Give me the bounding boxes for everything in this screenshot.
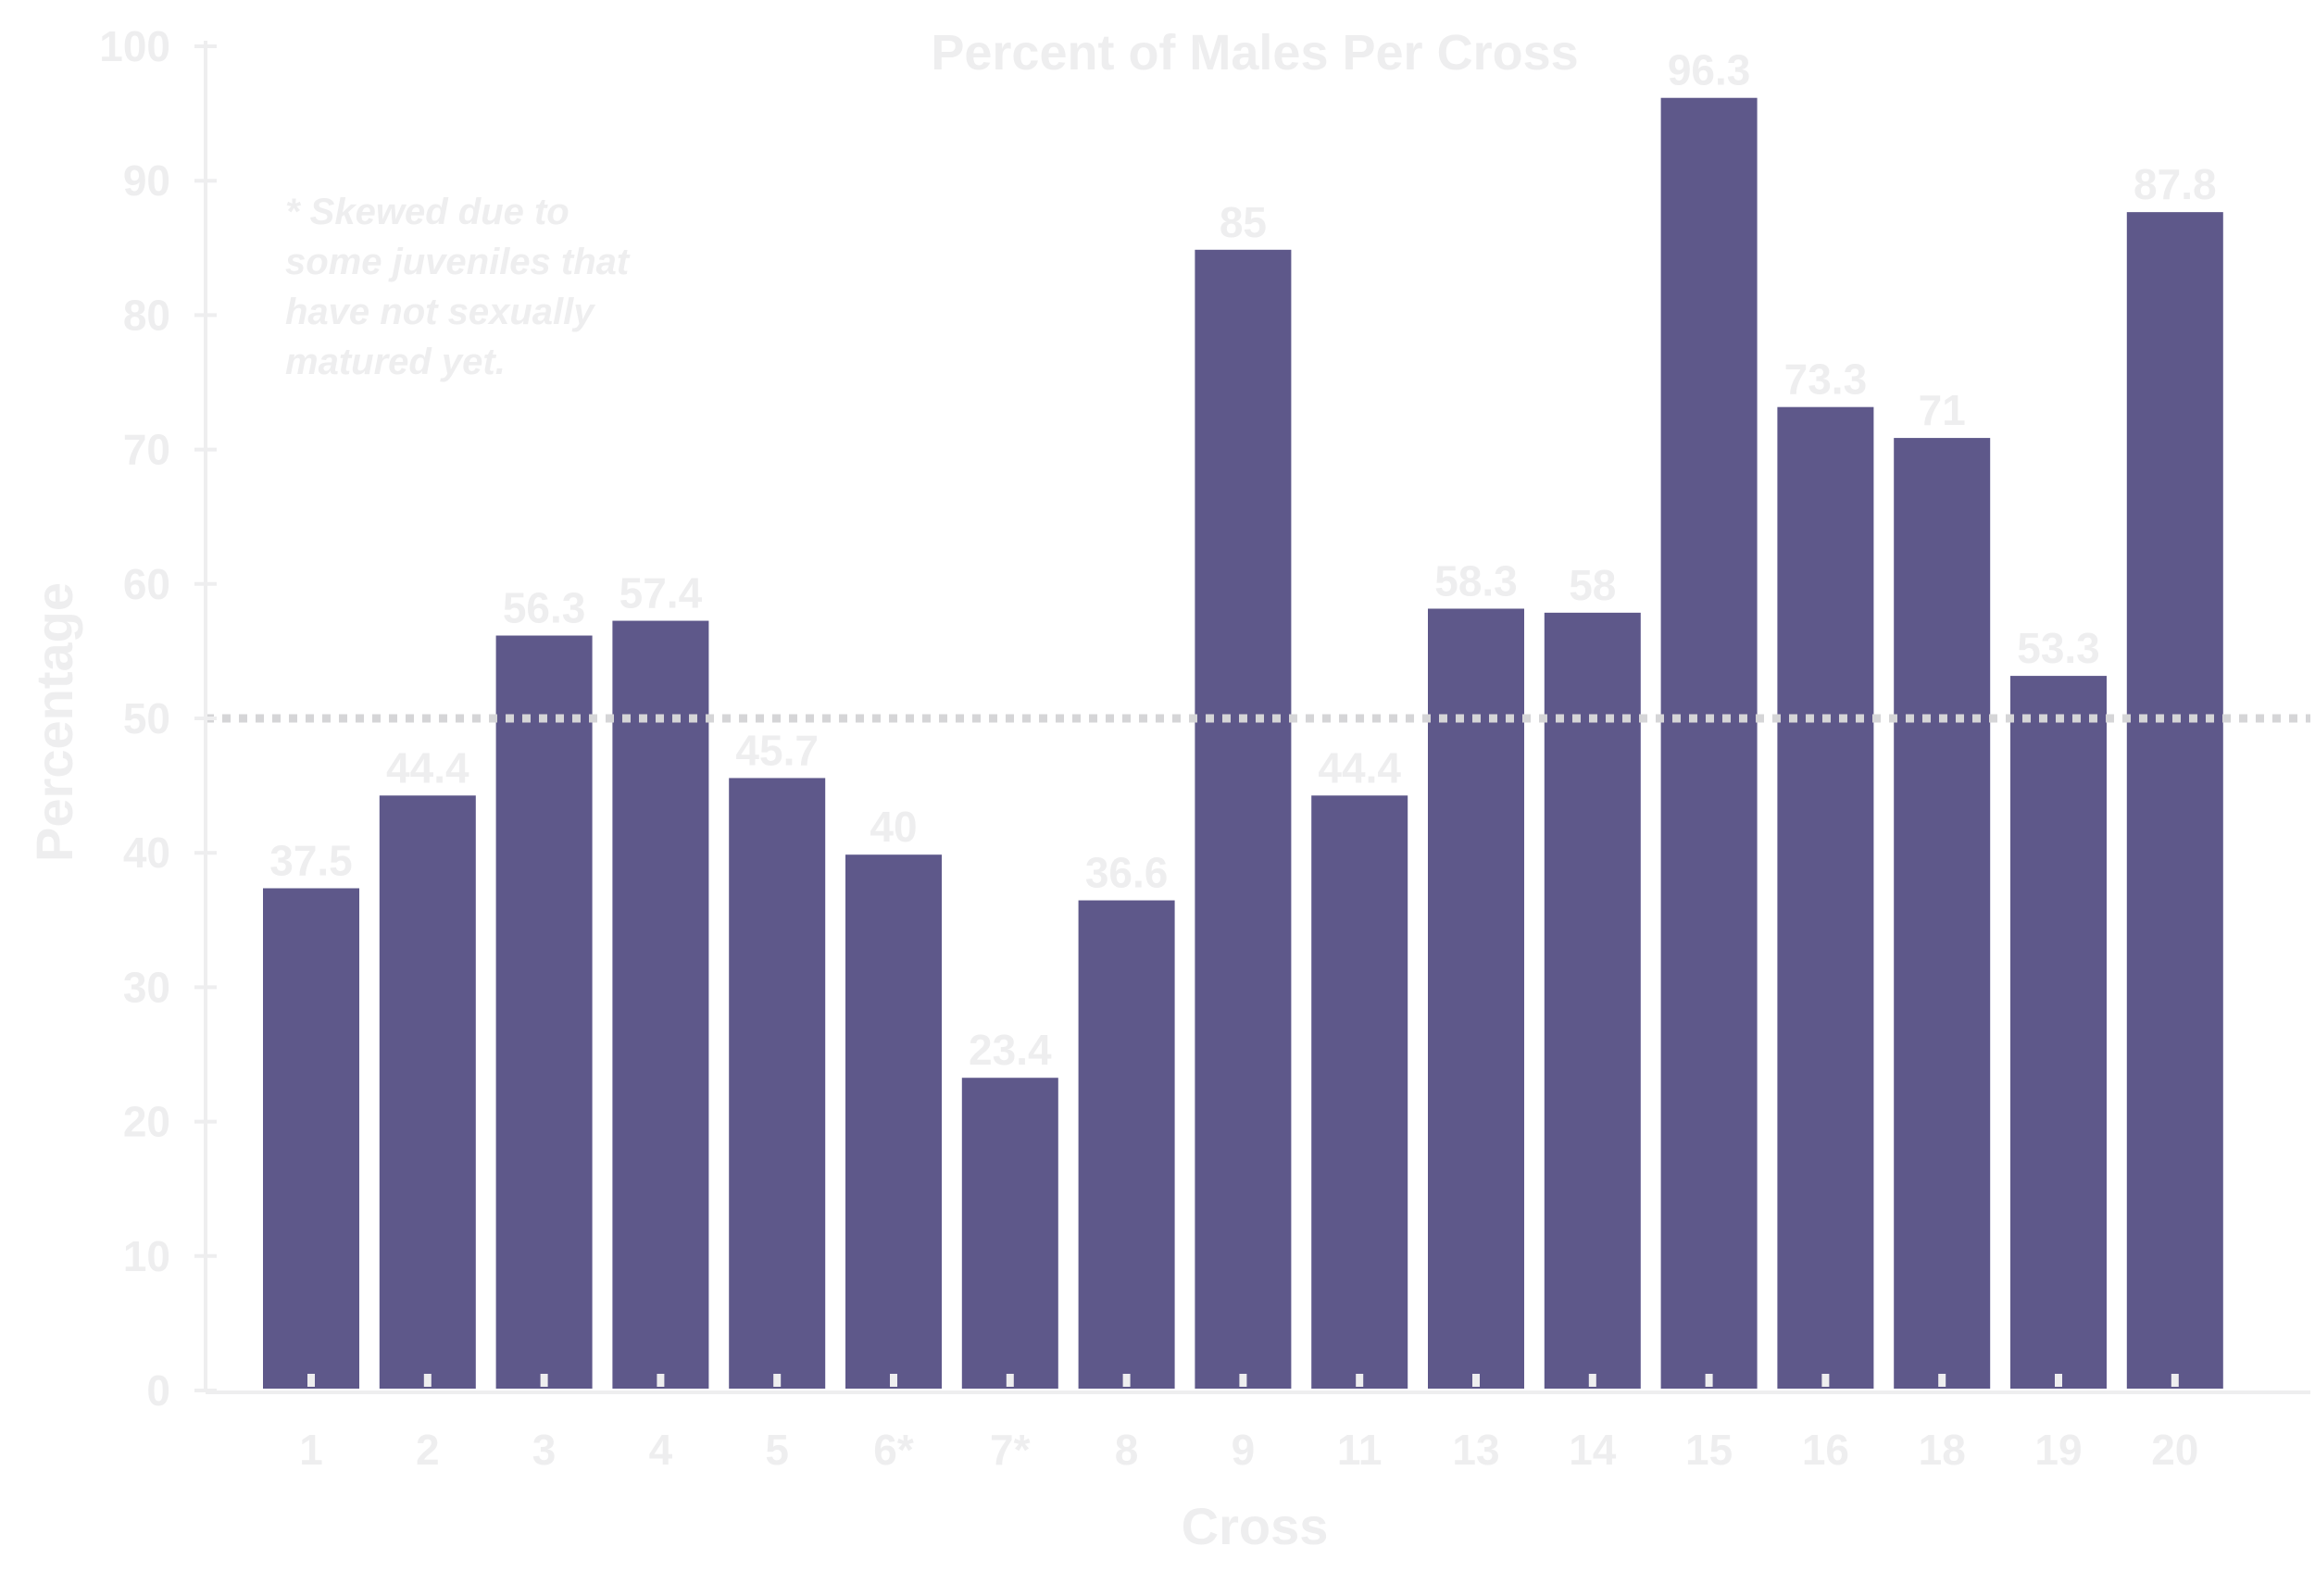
x-tick-label: 2 (416, 1426, 440, 1474)
data-label: 71 (1919, 386, 1966, 434)
x-tick-label: 20 (2151, 1426, 2198, 1474)
x-tick-label: 13 (1452, 1426, 1499, 1474)
chart-text-layer: Percent of Males Per Cross Cross Percent… (25, 25, 1579, 1555)
data-label: 57.4 (619, 569, 703, 617)
data-label: 37.5 (269, 837, 353, 885)
y-tick-label: 30 (123, 963, 170, 1011)
y-tick-label: 20 (123, 1098, 170, 1146)
data-label: 85 (1220, 198, 1267, 246)
x-tick-label: 11 (1337, 1426, 1383, 1474)
y-tick-label: 80 (123, 291, 170, 339)
x-tick-label: 7* (990, 1426, 1031, 1474)
x-tick-label: 5 (765, 1426, 789, 1474)
bar-cross-7-star (957, 1074, 1062, 1393)
bar-base-tick (1239, 1374, 1247, 1387)
bar-cross-6-star (842, 851, 945, 1392)
bar-base-tick (773, 1374, 782, 1387)
bar-base-tick (657, 1374, 665, 1387)
bar-base-tick (1356, 1374, 1364, 1387)
bar-base-tick (1938, 1374, 1946, 1387)
data-label: 40 (870, 803, 917, 851)
bar-cross-14 (1540, 608, 1645, 1392)
bar-base-tick (2171, 1374, 2179, 1387)
x-tick-label: 1 (299, 1426, 323, 1474)
bar-cross-1 (259, 884, 363, 1392)
y-tick-label: 60 (123, 560, 170, 608)
bar-base-tick (307, 1374, 315, 1387)
bar-cross-8 (1074, 896, 1179, 1392)
y-tick-label: 10 (123, 1232, 170, 1280)
data-label: 58 (1569, 561, 1616, 609)
y-tick-label: 40 (123, 829, 170, 877)
y-tick-label: 0 (146, 1366, 170, 1415)
bar-cross-18 (1890, 434, 1995, 1393)
data-label: 73.3 (1784, 355, 1868, 404)
bar-cross-19 (2007, 672, 2110, 1392)
data-label: 44.4 (386, 743, 469, 792)
data-label: 56.3 (503, 584, 586, 632)
bar-cross-9 (1191, 245, 1295, 1392)
data-label: 23.4 (969, 1026, 1052, 1074)
x-tick-label: 15 (1685, 1426, 1733, 1474)
bars-layer (259, 94, 2227, 1393)
bar-cross-15 (1657, 94, 1761, 1392)
bar-base-tick (423, 1374, 432, 1387)
x-axis-title: Cross (1182, 1497, 1329, 1555)
data-labels-layer: 37.5 44.4 56.3 57.4 45.7 40 23.4 36.6 85 44.4 58.3… (269, 46, 2216, 1075)
bar-cross-3 (492, 631, 596, 1392)
x-tick-label: 6* (873, 1426, 914, 1474)
annotation-line-3: have not sexually (285, 292, 595, 332)
bar-base-tick (540, 1374, 548, 1387)
bar-base-tick (890, 1374, 897, 1387)
bar-base-tick (1472, 1374, 1480, 1387)
data-label: 96.3 (1668, 46, 1751, 94)
x-tick-label: 9 (1232, 1426, 1256, 1474)
bar-base-tick (1006, 1374, 1014, 1387)
bar-cross-2 (375, 792, 480, 1392)
bar-cross-13 (1424, 605, 1528, 1392)
x-tick-label: 3 (532, 1426, 557, 1474)
data-label: 53.3 (2017, 624, 2100, 672)
annotation-line-1: * Skewed due to (285, 192, 569, 232)
bar-base-tick (1588, 1374, 1596, 1387)
x-tick-label: 8 (1115, 1426, 1139, 1474)
annotation-line-4: matured yet. (285, 342, 506, 382)
chart-title: Percent of Males Per Cross (931, 25, 1578, 81)
axis-layer: 1 2 3 4 5 6* 7* 8 9 11 13 14 15 16 18 19 20 0 10 20 30 40 50 60… (99, 22, 2310, 1474)
annotation-note: * Skewed due to some juveniles that have… (285, 192, 639, 382)
x-tick-label: 18 (1919, 1426, 1966, 1474)
x-tick-label: 4 (649, 1426, 673, 1474)
y-tick-label: 90 (123, 156, 170, 205)
data-label: 87.8 (2134, 160, 2217, 208)
y-axis-title: Percentage (25, 582, 83, 862)
bar-cross-20 (2122, 208, 2227, 1392)
annotation-line-2: some juveniles that (285, 242, 631, 282)
bar-cross-16 (1773, 403, 1878, 1393)
x-tick-label: 16 (1802, 1426, 1849, 1474)
data-label: 58.3 (1434, 556, 1518, 605)
bar-cross-11 (1308, 792, 1412, 1392)
y-tick-label: 100 (99, 22, 170, 70)
data-label: 36.6 (1085, 849, 1169, 897)
bar-cross-4 (608, 617, 713, 1392)
bar-base-tick (1122, 1374, 1131, 1387)
data-label: 44.4 (1318, 743, 1401, 792)
bar-base-tick (1821, 1374, 1830, 1387)
y-tick-label: 70 (123, 426, 170, 474)
x-tick-label: 19 (2034, 1426, 2082, 1474)
bar-base-tick (2055, 1374, 2062, 1387)
x-tick-label: 14 (1569, 1426, 1617, 1474)
bar-cross-5 (725, 774, 830, 1392)
y-tick-label: 50 (123, 694, 170, 742)
data-label: 45.7 (735, 726, 819, 774)
bar-base-tick (1705, 1374, 1713, 1387)
